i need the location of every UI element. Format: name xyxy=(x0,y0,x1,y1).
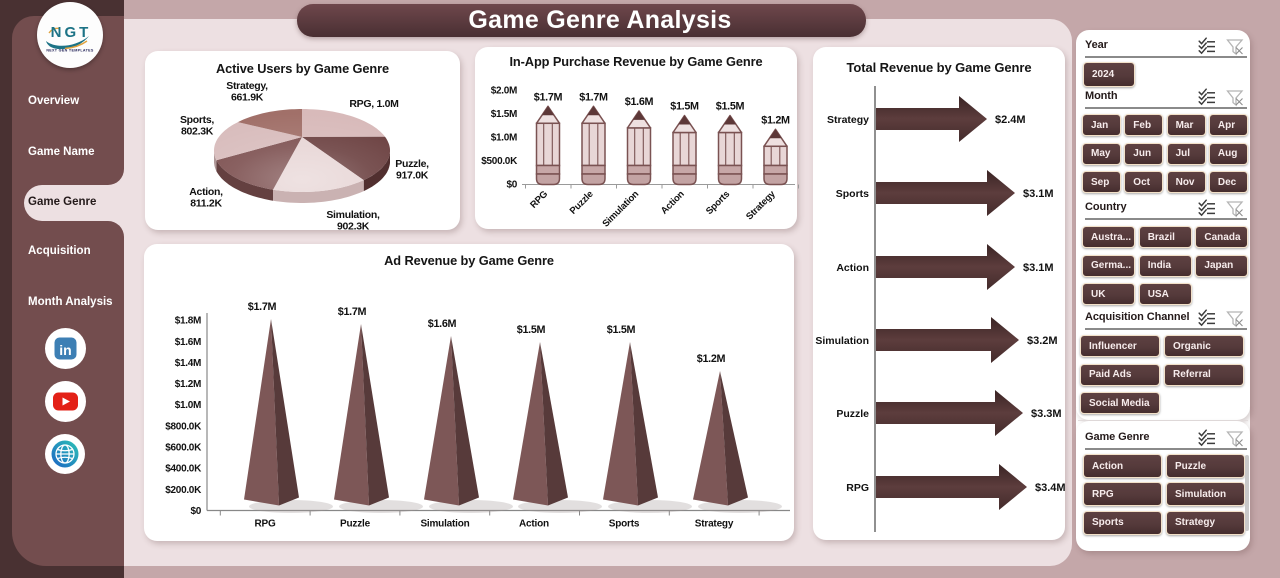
svg-text:Sports: Sports xyxy=(609,519,640,530)
svg-text:$1.2M: $1.2M xyxy=(697,353,726,365)
svg-text:RPG: RPG xyxy=(528,189,550,211)
svg-text:RPG, 1.0M: RPG, 1.0M xyxy=(349,98,399,110)
svg-text:Simulation: Simulation xyxy=(815,335,869,347)
svg-text:$1.0M: $1.0M xyxy=(175,400,201,411)
svg-text:$1.8M: $1.8M xyxy=(175,316,201,327)
svg-text:$1.5M: $1.5M xyxy=(716,101,745,113)
svg-text:$1.6M: $1.6M xyxy=(625,96,654,108)
svg-text:Simulation,: Simulation, xyxy=(326,209,380,221)
svg-text:Strategy: Strategy xyxy=(695,519,734,530)
svg-text:Puzzle: Puzzle xyxy=(836,408,869,420)
svg-text:$3.1M: $3.1M xyxy=(1023,262,1054,274)
svg-text:$800.0K: $800.0K xyxy=(165,421,202,432)
svg-text:$500.0K: $500.0K xyxy=(481,156,518,167)
svg-text:$0: $0 xyxy=(190,506,201,517)
svg-text:$1.5M: $1.5M xyxy=(491,109,517,120)
svg-text:$1.2M: $1.2M xyxy=(761,114,790,126)
svg-text:$1.2M: $1.2M xyxy=(175,379,201,390)
svg-text:$1.7M: $1.7M xyxy=(534,91,563,103)
svg-text:$1.5M: $1.5M xyxy=(517,324,546,336)
svg-text:Simulation: Simulation xyxy=(600,189,641,230)
svg-text:Strategy: Strategy xyxy=(827,114,869,126)
svg-text:Puzzle,: Puzzle, xyxy=(395,158,429,170)
svg-text:Action: Action xyxy=(659,189,687,217)
svg-text:$600.0K: $600.0K xyxy=(165,443,202,454)
svg-text:NEXT GEN TEMPLATES: NEXT GEN TEMPLATES xyxy=(46,49,94,53)
svg-text:$1.4M: $1.4M xyxy=(175,358,201,369)
svg-text:$1.7M: $1.7M xyxy=(248,301,277,313)
svg-text:902.3K: 902.3K xyxy=(337,221,370,233)
svg-text:$3.3M: $3.3M xyxy=(1031,408,1062,420)
svg-text:Simulation: Simulation xyxy=(420,519,469,530)
svg-text:802.3K: 802.3K xyxy=(181,126,214,138)
svg-text:RPG: RPG xyxy=(846,482,869,494)
svg-text:$1.6M: $1.6M xyxy=(428,318,457,330)
svg-text:$2.0M: $2.0M xyxy=(491,86,517,97)
svg-text:$1.5M: $1.5M xyxy=(607,324,636,336)
svg-text:811.2K: 811.2K xyxy=(190,198,222,210)
svg-text:Sports: Sports xyxy=(704,189,732,217)
svg-text:Strategy,: Strategy, xyxy=(226,80,268,92)
svg-text:$400.0K: $400.0K xyxy=(165,464,202,475)
svg-text:Action: Action xyxy=(519,519,549,530)
svg-text:NGT: NGT xyxy=(51,24,92,41)
svg-text:$3.1M: $3.1M xyxy=(1023,188,1054,200)
svg-text:661.9K: 661.9K xyxy=(231,92,264,104)
svg-text:Puzzle: Puzzle xyxy=(568,189,596,217)
svg-text:RPG: RPG xyxy=(254,519,275,530)
svg-text:$1.0M: $1.0M xyxy=(491,133,517,144)
svg-text:917.0K: 917.0K xyxy=(396,170,429,182)
svg-text:$1.6M: $1.6M xyxy=(175,337,201,348)
svg-text:Action,: Action, xyxy=(189,186,223,198)
svg-text:Sports: Sports xyxy=(836,188,869,200)
svg-text:$2.4M: $2.4M xyxy=(995,114,1026,126)
svg-text:Action: Action xyxy=(836,262,869,274)
svg-text:in: in xyxy=(59,342,71,358)
svg-text:$3.4M: $3.4M xyxy=(1035,482,1066,494)
svg-text:$1.7M: $1.7M xyxy=(579,91,608,103)
svg-text:Puzzle: Puzzle xyxy=(340,519,371,530)
svg-text:$1.5M: $1.5M xyxy=(670,101,699,113)
svg-text:$1.7M: $1.7M xyxy=(338,306,367,318)
svg-text:Strategy: Strategy xyxy=(744,188,778,222)
svg-text:$0: $0 xyxy=(506,180,517,191)
svg-text:Sports,: Sports, xyxy=(180,114,214,126)
svg-text:$200.0K: $200.0K xyxy=(165,485,202,496)
svg-text:$3.2M: $3.2M xyxy=(1027,335,1058,347)
